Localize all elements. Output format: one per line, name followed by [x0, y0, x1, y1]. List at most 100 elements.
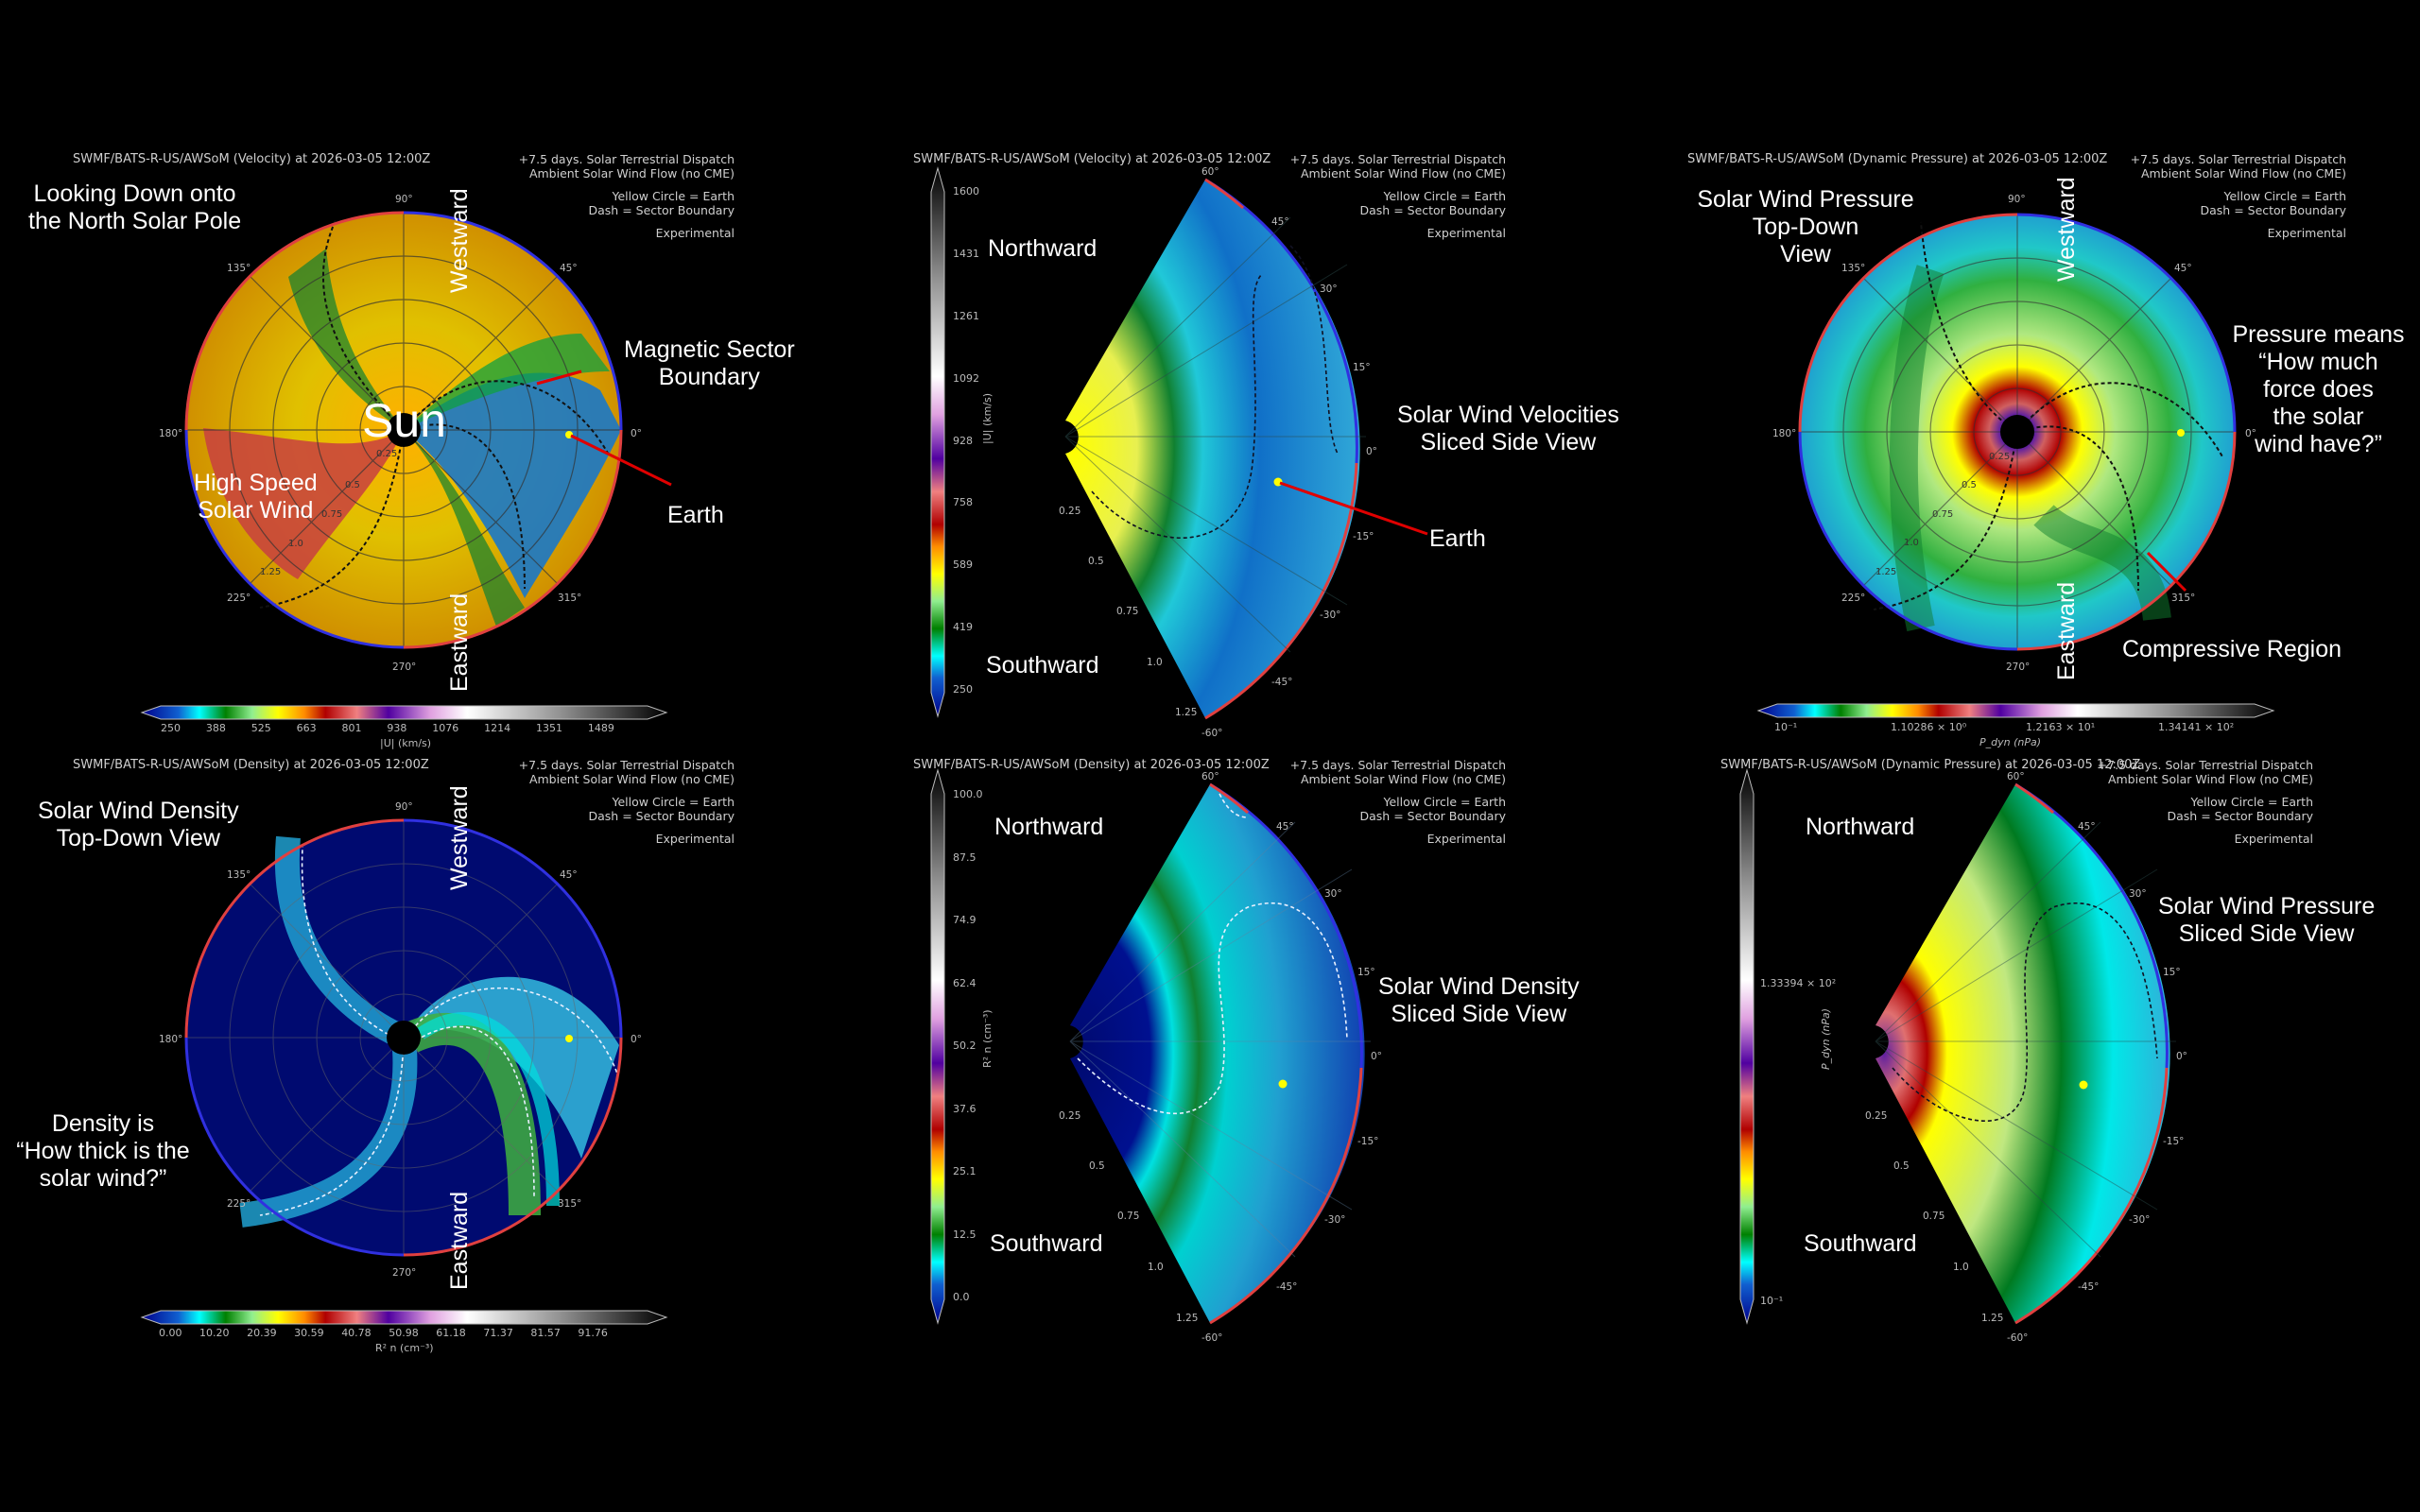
colorbar-ticks: 1600 1431 1261 1092 928 758 589 419 250: [953, 185, 979, 696]
radius-tick: 0.5: [345, 480, 360, 490]
colorbar-label: R² n (cm⁻³): [375, 1342, 434, 1354]
annotation-southward: Southward: [990, 1230, 1103, 1257]
colorbar-density-vertical: [930, 768, 945, 1325]
lat-tick: 0°: [2176, 1051, 2187, 1062]
info-line-1: +7.5 days. Solar Terrestrial Dispatch: [518, 152, 735, 166]
radius-tick: 1.0: [1904, 538, 1919, 548]
annotation-compressive-region: Compressive Region: [2122, 636, 2342, 662]
panel-title: SWMF/BATS-R-US/AWSoM (Velocity) at 2026-…: [73, 152, 431, 166]
density-polar-plot: [184, 818, 623, 1257]
angle-tick-90: 90°: [395, 194, 413, 205]
annotation-high-speed: High Speed Solar Wind: [194, 470, 318, 524]
colorbar-label: R² n (cm⁻³): [981, 1009, 994, 1068]
lat-tick: -60°: [1201, 728, 1223, 739]
radius-tick: 1.25: [1981, 1313, 2004, 1324]
colorbar-tick: 10⁻¹: [1760, 1295, 1784, 1307]
radius-tick: 0.25: [1059, 506, 1081, 517]
lat-tick: -45°: [1276, 1281, 1298, 1293]
colorbar-tick: 1.34141 × 10²: [2158, 721, 2235, 733]
angle-tick-90: 90°: [2008, 194, 2026, 205]
lat-tick: 45°: [2078, 821, 2096, 833]
lat-tick: -60°: [2007, 1332, 2029, 1344]
annotation-northward: Northward: [994, 814, 1104, 840]
radius-tick: 1.25: [1176, 1313, 1199, 1324]
annotation-view: Solar Wind Density Sliced Side View: [1378, 973, 1580, 1027]
radius-tick: 0.75: [1116, 606, 1139, 617]
annotation-view: Solar Wind Pressure Top-Down View: [1697, 186, 1914, 267]
annotation-view: Looking Down onto the North Solar Pole: [28, 180, 242, 234]
radius-tick: 0.25: [376, 449, 398, 459]
lat-tick: -30°: [1320, 610, 1341, 621]
colorbar-label: |U| (km/s): [380, 737, 432, 749]
colorbar-tick: 1.10286 × 10⁰: [1891, 721, 1967, 733]
angle-tick-135: 135°: [227, 263, 251, 274]
angle-tick-45: 45°: [560, 869, 578, 881]
angle-tick-90: 90°: [395, 801, 413, 813]
panel-info: +7.5 days. Solar Terrestrial Dispatch Amb…: [2130, 152, 2346, 240]
annotation-northward: Northward: [988, 235, 1098, 262]
lat-tick: -30°: [1324, 1214, 1346, 1226]
radius-tick: 0.5: [1893, 1160, 1910, 1172]
angle-tick-135: 135°: [1841, 263, 1866, 274]
lat-tick: 60°: [1201, 771, 1219, 782]
annotation-westward: Westward: [446, 188, 473, 293]
panel-title: SWMF/BATS-R-US/AWSoM (Density) at 2026-0…: [913, 758, 1270, 772]
radius-tick: 1.25: [260, 567, 282, 577]
panel-info: +7.5 days. Solar Terrestrial Dispatch Amb…: [1289, 152, 1506, 240]
angle-tick-180: 180°: [159, 428, 183, 439]
colorbar-tick: 1.2163 × 10¹: [2026, 721, 2096, 733]
colorbar-density: [140, 1310, 668, 1325]
annotation-view: Solar Wind Pressure Sliced Side View: [2158, 893, 2376, 947]
lat-tick: -15°: [2163, 1136, 2185, 1147]
annotation-meaning: Pressure means “How much force does the …: [2232, 321, 2405, 457]
angle-tick-270: 270°: [2006, 662, 2031, 673]
angle-tick-225: 225°: [1841, 593, 1866, 604]
panel-info: +7.5 days. Solar Terrestrial Dispatch Amb…: [518, 758, 735, 846]
annotation-earth: Earth: [667, 502, 724, 528]
annotation-eastward: Eastward: [446, 593, 473, 692]
annotation-southward: Southward: [986, 652, 1099, 679]
lat-tick: 0°: [1371, 1051, 1382, 1062]
colorbar-tick: 1.33394 × 10²: [1760, 977, 1837, 989]
angle-tick-180: 180°: [1772, 428, 1797, 439]
colorbar-label: P_dyn (nPa): [1979, 736, 2042, 748]
lat-tick: 15°: [1357, 967, 1375, 978]
colorbar-ticks: 0.00 10.20 20.39 30.59 40.78 50.98 61.18 71.37 8…: [159, 1327, 608, 1339]
colorbar-pressure: [1756, 703, 2275, 718]
annotation-westward: Westward: [2053, 177, 2080, 282]
colorbar-tick: 10⁻¹: [1774, 721, 1798, 733]
annotation-southward: Southward: [1804, 1230, 1917, 1257]
lat-tick: 15°: [1353, 362, 1371, 373]
angle-tick-180: 180°: [159, 1034, 183, 1045]
angle-tick-315: 315°: [558, 593, 582, 604]
legend-earth: Yellow Circle = Earth: [612, 189, 735, 203]
colorbar-pressure-vertical: [1739, 768, 1754, 1325]
lat-tick: 45°: [1276, 821, 1294, 833]
angle-tick-225: 225°: [227, 593, 251, 604]
lat-tick: 30°: [1324, 888, 1342, 900]
lat-tick: 15°: [2163, 967, 2181, 978]
angle-tick-0: 0°: [631, 428, 642, 439]
radius-tick: 1.25: [1175, 707, 1198, 718]
colorbar-ticks: 250 388 525 663 801 938 1076 1214 1351 1489: [161, 722, 614, 734]
lat-tick: -30°: [2129, 1214, 2151, 1226]
angle-tick-45: 45°: [2174, 263, 2192, 274]
annotation-meaning: Density is “How thick is the solar wind?…: [16, 1110, 190, 1192]
experimental-label: Experimental: [655, 226, 735, 240]
lat-tick: -45°: [2078, 1281, 2100, 1293]
angle-tick-45: 45°: [560, 263, 578, 274]
info-line-2: Ambient Solar Wind Flow (no CME): [528, 166, 735, 180]
colorbar-velocity-vertical: [930, 166, 945, 718]
panel-info: +7.5 days. Solar Terrestrial Dispatch Amb…: [2097, 758, 2313, 846]
annotation-view: Solar Wind Density Top-Down View: [38, 798, 239, 851]
annotation-sector-boundary: Magnetic Sector Boundary: [624, 336, 795, 390]
lat-tick: -60°: [1201, 1332, 1223, 1344]
radius-tick: 1.0: [1147, 657, 1163, 668]
pressure-wedge-plot: [1875, 782, 2176, 1325]
annotation-northward: Northward: [1806, 814, 1915, 840]
velocity-wedge-plot: [1064, 178, 1428, 720]
annotation-sun: Sun: [362, 394, 446, 447]
annotation-earth: Earth: [1429, 525, 1486, 552]
annotation-view: Solar Wind Velocities Sliced Side View: [1397, 402, 1619, 455]
lat-tick: 60°: [1201, 166, 1219, 178]
